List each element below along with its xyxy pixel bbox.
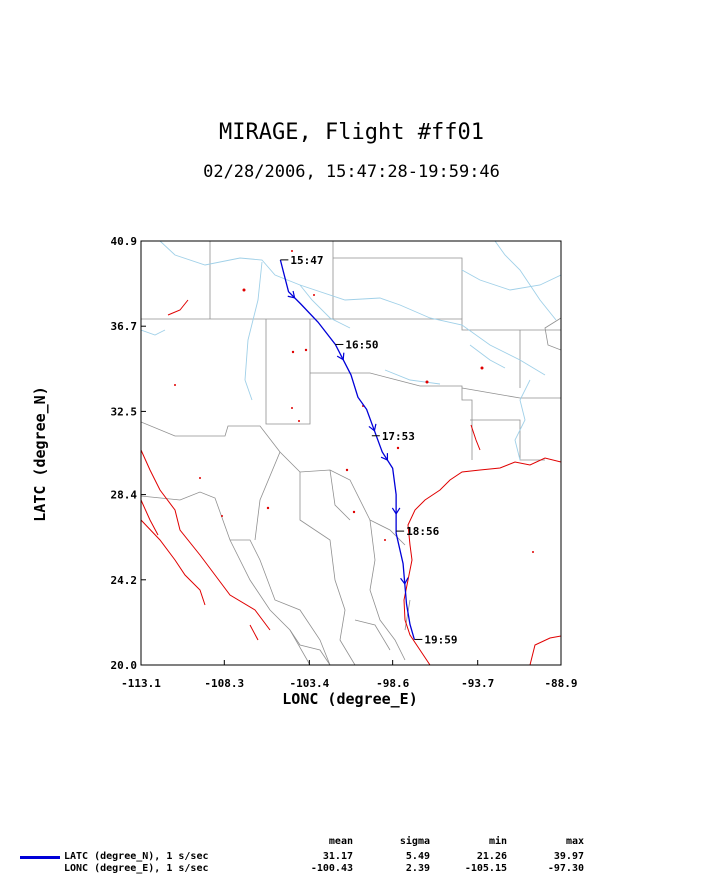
track-arrow (400, 577, 409, 585)
basemap (141, 241, 561, 665)
y-tick-label: 28.4 (111, 489, 138, 502)
legend-line-swatch (20, 856, 60, 859)
track-arrow (391, 507, 401, 515)
track-arrow (287, 290, 296, 299)
legend-sigma: 2.39 (405, 863, 430, 874)
time-label: 16:50 (345, 338, 378, 351)
time-label: 18:56 (406, 525, 439, 538)
flight-track: 15:47 16:50 17:53 18:56 19:59 (279, 254, 457, 646)
legend-header-min: min (488, 836, 507, 847)
legend-sigma: 5.49 (405, 851, 430, 862)
chart-subtitle: 02/28/2006, 15:47:28-19:59:46 (203, 162, 500, 182)
legend-max: 39.97 (553, 851, 584, 862)
plot-frame (140, 240, 562, 666)
x-axis-label: LONC (degree_E) (282, 690, 418, 708)
track-arrow (380, 453, 389, 462)
x-tick-label: -88.9 (544, 677, 577, 690)
y-tick-label: 32.5 (111, 405, 138, 418)
lake-dots (174, 250, 534, 553)
track-line (279, 259, 415, 640)
axes: -113.1 -108.3 -103.4 -98.6 -93.7 -88.9 20.0 24.… (111, 235, 578, 690)
legend-max: -97.30 (547, 863, 584, 874)
time-label: 15:47 (290, 254, 323, 267)
x-tick-label: -108.3 (204, 677, 244, 690)
legend-row-name: LONC (degree_E), 1 s/sec (64, 863, 209, 874)
legend-min: -105.15 (464, 863, 507, 874)
y-axis-label: LATC (degree_N) (31, 386, 49, 522)
legend-mean: -100.43 (310, 863, 353, 874)
y-tick-label: 24.2 (111, 574, 138, 587)
y-tick-label: 40.9 (111, 235, 138, 248)
x-tick-label: -113.1 (121, 677, 161, 690)
legend-row-lonc: LONC (degree_E), 1 s/sec -100.43 2.39 -1… (0, 863, 703, 875)
x-tick-label: -98.6 (376, 677, 409, 690)
legend-header-max: max (565, 836, 584, 847)
legend-header-sigma: sigma (399, 836, 430, 847)
rivers (141, 241, 561, 461)
x-tick-label: -93.7 (461, 677, 494, 690)
track-arrow (368, 423, 377, 432)
legend-min: 21.26 (476, 851, 507, 862)
y-tick-label: 36.7 (111, 320, 138, 333)
political-borders (141, 241, 561, 665)
legend-row-name: LATC (degree_N), 1 s/sec (64, 851, 209, 862)
legend-header-mean: mean (328, 836, 353, 847)
time-label: 19:59 (424, 633, 457, 646)
x-tick-label: -103.4 (289, 677, 329, 690)
y-tick-label: 20.0 (111, 659, 138, 672)
legend-row-latc: LATC (degree_N), 1 s/sec 31.17 5.49 21.2… (0, 851, 703, 863)
time-label: 17:53 (382, 430, 415, 443)
legend-header: mean sigma min max (0, 836, 703, 848)
chart-title: MIRAGE, Flight #ff01 (219, 120, 484, 145)
legend-mean: 31.17 (322, 851, 353, 862)
coastlines (141, 299, 561, 665)
track-arrow (336, 352, 345, 361)
